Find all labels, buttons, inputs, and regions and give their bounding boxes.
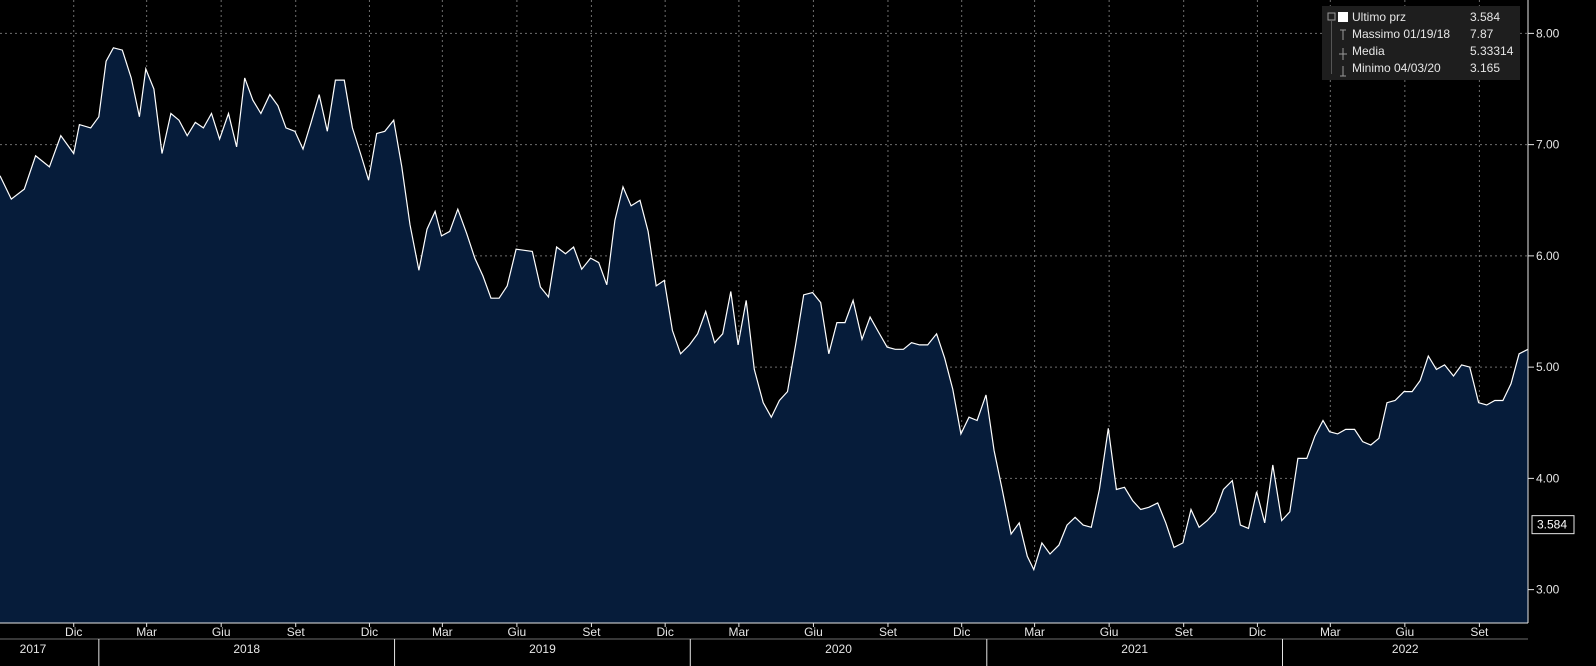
x-month-label: Set [1175, 625, 1194, 639]
last-value-tag: 3.584 [1531, 515, 1575, 535]
legend-label-mean: Media [1352, 44, 1385, 58]
price-line [0, 47, 1529, 572]
legend-background [1322, 6, 1520, 80]
min-marker-icon [1340, 66, 1346, 77]
legend-row-last-price: Ultimo prz 3.584 [1338, 10, 1500, 24]
x-month-label: Giu [508, 625, 527, 639]
x-month-label: Giu [1396, 625, 1415, 639]
max-marker-icon [1340, 29, 1346, 40]
y-axis: 3.00 4.00 5.00 6.00 7.00 8.00 [1527, 0, 1560, 623]
x-month-label: Dic [65, 625, 82, 639]
legend-label-max: Massimo 01/19/18 [1352, 27, 1450, 41]
y-tick-label: 5.00 [1536, 360, 1560, 374]
x-year-label: 2019 [529, 642, 556, 656]
x-month-label: Set [287, 625, 306, 639]
x-year-label: 2018 [233, 642, 260, 656]
x-month-label: Dic [953, 625, 970, 639]
price-area [0, 47, 1528, 624]
legend-row-min: Minimo 04/03/20 3.165 [1340, 61, 1500, 77]
x-month-label: Mar [136, 625, 157, 639]
white-square-icon [1338, 12, 1348, 22]
legend-value-last-price: 3.584 [1470, 10, 1500, 24]
x-month-label: Mar [1320, 625, 1341, 639]
x-month-label: Giu [212, 625, 231, 639]
y-tick-label: 8.00 [1536, 26, 1560, 40]
x-month-label: Set [879, 625, 898, 639]
legend-label-min: Minimo 04/03/20 [1352, 61, 1441, 75]
x-month-label: Set [582, 625, 601, 639]
x-month-label: Mar [1024, 625, 1045, 639]
collapse-box-icon[interactable] [1327, 12, 1336, 21]
y-tick-label: 7.00 [1536, 138, 1560, 152]
x-month-label: Dic [361, 625, 378, 639]
x-year-label: 2020 [825, 642, 852, 656]
y-tick-label: 3.00 [1536, 583, 1560, 597]
x-year-label: 2021 [1121, 642, 1148, 656]
legend-value-min: 3.165 [1470, 61, 1500, 75]
last-value-tag-bg [1531, 515, 1575, 535]
legend-value-max: 7.87 [1470, 27, 1494, 41]
last-value-label: 3.584 [1537, 518, 1567, 532]
mean-marker-icon [1339, 48, 1347, 60]
x-month-label: Mar [432, 625, 453, 639]
x-axis: Dic Mar Giu Set Dic Mar Giu Set Dic Mar Giu Set Dic M… [0, 622, 1528, 666]
legend-row-max: Massimo 01/19/18 7.87 [1340, 27, 1494, 41]
x-year-label: 2017 [20, 642, 47, 656]
x-month-label: Dic [1249, 625, 1266, 639]
x-month-label: Set [1470, 625, 1489, 639]
legend: Ultimo prz 3.584 Massimo 01/19/18 7.87 M… [1322, 6, 1520, 80]
legend-label-last-price: Ultimo prz [1352, 10, 1406, 24]
x-month-label: Giu [804, 625, 823, 639]
x-month-label: Dic [656, 625, 673, 639]
y-tick-label: 6.00 [1536, 249, 1560, 263]
legend-value-mean: 5.33314 [1470, 44, 1514, 58]
x-month-label: Mar [729, 625, 750, 639]
x-year-label: 2022 [1392, 642, 1419, 656]
legend-row-mean: Media 5.33314 [1339, 44, 1514, 60]
x-month-label: Giu [1100, 625, 1119, 639]
y-tick-label: 4.00 [1536, 471, 1560, 485]
